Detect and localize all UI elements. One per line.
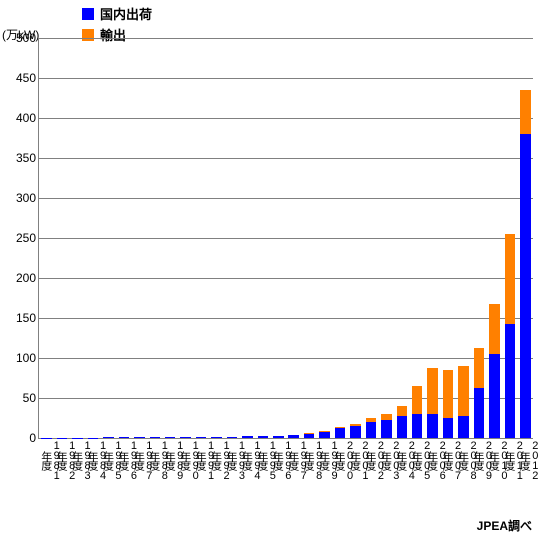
bar <box>211 437 221 438</box>
bars <box>39 38 533 438</box>
bar-segment-domestic <box>103 437 113 438</box>
y-tick-label: 250 <box>6 231 36 245</box>
bar-segment-domestic <box>350 426 360 438</box>
y-tick-label: 150 <box>6 311 36 325</box>
plot-area <box>38 38 533 439</box>
bar <box>520 90 530 438</box>
bar-segment-domestic <box>165 437 175 438</box>
bar <box>397 406 407 438</box>
bar <box>227 437 237 438</box>
bar-segment-domestic <box>180 437 190 438</box>
chart-container: 国内出荷輸出 (万kW) 1981年度1982年度1983年度1984年度198… <box>0 0 540 538</box>
bar <box>258 436 268 438</box>
bar <box>427 368 437 438</box>
bar <box>288 435 298 438</box>
bar-segment-domestic <box>150 437 160 438</box>
y-tick-label: 400 <box>6 111 36 125</box>
bar-segment-domestic <box>242 436 252 438</box>
x-tick-label: 2012年度 <box>518 440 540 480</box>
bar <box>134 437 144 438</box>
bar <box>474 348 484 438</box>
y-tick-label: 100 <box>6 351 36 365</box>
bar <box>180 437 190 438</box>
bar-segment-export <box>427 368 437 414</box>
bar-segment-export <box>443 370 453 418</box>
bar-segment-domestic <box>505 324 515 438</box>
bar <box>381 414 391 438</box>
bar <box>505 234 515 438</box>
bar-segment-export <box>520 90 530 134</box>
bar <box>443 370 453 438</box>
bar <box>335 427 345 438</box>
credit-label: JPEA調べ <box>477 517 532 534</box>
bar-segment-domestic <box>258 436 268 438</box>
y-tick-label: 0 <box>6 431 36 445</box>
legend-swatch <box>82 8 94 20</box>
bar <box>350 424 360 438</box>
bar-segment-domestic <box>366 422 376 438</box>
y-tick-label: 300 <box>6 191 36 205</box>
bar <box>165 437 175 438</box>
y-tick-label: 450 <box>6 71 36 85</box>
bar <box>458 366 468 438</box>
bar-segment-domestic <box>304 434 314 438</box>
bar-segment-domestic <box>319 432 329 438</box>
bar-segment-domestic <box>458 416 468 438</box>
bar-segment-domestic <box>474 388 484 438</box>
bar <box>196 437 206 438</box>
bar-segment-domestic <box>273 436 283 438</box>
bar-segment-export <box>489 304 499 354</box>
y-tick-label: 200 <box>6 271 36 285</box>
bar-segment-domestic <box>397 416 407 438</box>
bar-segment-domestic <box>489 354 499 438</box>
bar-segment-domestic <box>520 134 530 438</box>
bar <box>489 304 499 438</box>
bar-segment-domestic <box>134 437 144 438</box>
bar-segment-domestic <box>227 437 237 438</box>
bar-segment-domestic <box>211 437 221 438</box>
bar-segment-domestic <box>196 437 206 438</box>
bar-segment-domestic <box>335 428 345 438</box>
bar-segment-domestic <box>443 418 453 438</box>
bar <box>273 436 283 438</box>
bar-segment-domestic <box>412 414 422 438</box>
bar <box>103 437 113 438</box>
bar <box>119 437 129 438</box>
bar-segment-domestic <box>381 420 391 438</box>
bar <box>366 418 376 438</box>
bar-segment-domestic <box>288 435 298 438</box>
legend-label: 国内出荷 <box>100 4 152 23</box>
bar <box>319 431 329 438</box>
bar-segment-export <box>458 366 468 416</box>
bar <box>150 437 160 438</box>
bar <box>304 433 314 438</box>
y-tick-label: 50 <box>6 391 36 405</box>
bar-segment-domestic <box>119 437 129 438</box>
bar-segment-export <box>397 406 407 416</box>
bar-segment-export <box>412 386 422 414</box>
bar <box>412 386 422 438</box>
legend-item: 国内出荷 <box>82 4 152 23</box>
bar-segment-domestic <box>427 414 437 438</box>
bar-segment-export <box>505 234 515 324</box>
bar-segment-export <box>474 348 484 388</box>
y-tick-label: 350 <box>6 151 36 165</box>
y-tick-label: 500 <box>6 31 36 45</box>
bar <box>242 436 252 438</box>
